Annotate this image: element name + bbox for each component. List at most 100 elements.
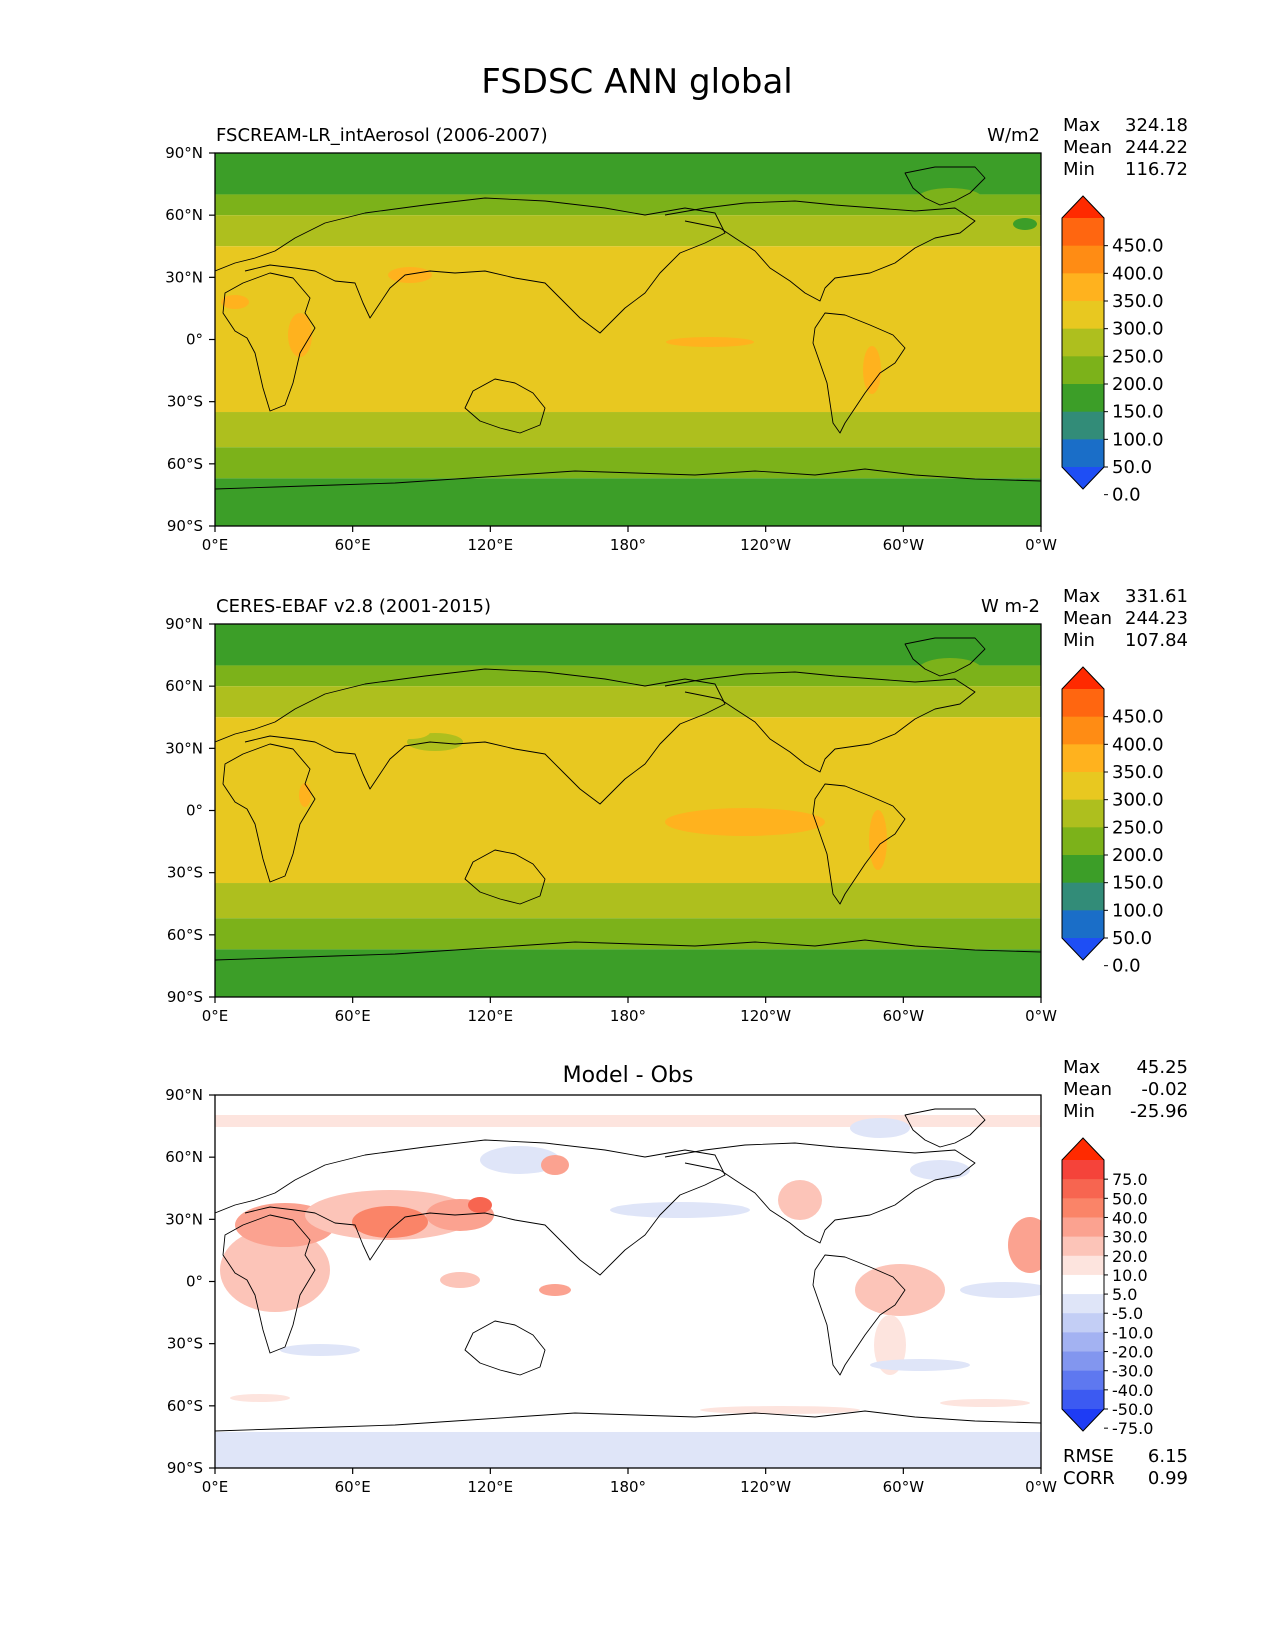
field-patch (468, 1197, 492, 1213)
field-patch (541, 1155, 569, 1175)
field-band (215, 412, 1041, 448)
lat-tick-label: 90°S (167, 517, 203, 535)
field-patch (230, 1394, 290, 1402)
stat-label: Max (1063, 1057, 1101, 1078)
colorbar-segment (1062, 1217, 1104, 1238)
lon-tick-label: 120°W (740, 1007, 791, 1025)
stat-label: Mean (1063, 137, 1112, 158)
field-patch (388, 267, 432, 283)
colorbar-label: -50.0 (1112, 1400, 1153, 1419)
map-field (215, 624, 1041, 997)
stat-label: Mean (1063, 1079, 1112, 1100)
colorbar-extend-bottom (1062, 1409, 1104, 1431)
stat-value: -25.96 (1130, 1101, 1188, 1122)
stat-value: 0.99 (1148, 1468, 1188, 1489)
colorbar-label: 150.0 (1112, 873, 1164, 894)
colorbar-label: 250.0 (1112, 346, 1164, 367)
field-patch (918, 188, 982, 208)
lon-tick-label: 120°W (740, 1478, 791, 1496)
colorbar-segment (1062, 1179, 1104, 1199)
lon-tick-label: 180° (610, 536, 646, 554)
field-patch (280, 1344, 360, 1356)
colorbar-segment (1062, 1370, 1104, 1391)
colorbar-segment (1062, 1294, 1104, 1314)
colorbar-label: 75.0 (1112, 1170, 1148, 1189)
lon-tick-label: 0°W (1025, 1007, 1057, 1025)
panel-title-center: Model - Obs (563, 1063, 694, 1088)
colorbar-segment (1062, 384, 1104, 413)
colorbar-segment (1062, 744, 1104, 773)
field-patch (940, 1399, 1030, 1407)
lat-tick-label: 90°N (165, 615, 203, 633)
coastline (222, 1214, 316, 1354)
lon-tick-label: 0°W (1025, 1478, 1057, 1496)
lat-tick-label: 0° (186, 802, 203, 820)
colorbar-segment (1062, 1160, 1104, 1180)
colorbar-extend-bottom (1062, 938, 1104, 960)
colorbar-label: 100.0 (1112, 900, 1164, 921)
coastline (215, 939, 1041, 961)
panel-title-left: CERES-EBAF v2.8 (2001-2015) (216, 596, 491, 617)
colorbar-label: 300.0 (1112, 790, 1164, 811)
colorbar-segment (1062, 1236, 1104, 1257)
colorbar-label: 400.0 (1112, 263, 1164, 284)
lon-tick-label: 180° (610, 1478, 646, 1496)
panel-ref: CERES-EBAF v2.8 (2001-2015) W m-2 90°N 60… (165, 586, 1188, 1025)
colorbar-label: -40.0 (1112, 1381, 1153, 1400)
colorbar-extend-top (1062, 667, 1104, 689)
colorbar-label: 100.0 (1112, 429, 1164, 450)
lat-tick-label: 60°S (167, 1397, 203, 1415)
field-patch (352, 1206, 428, 1238)
lat-tick-label: 60°S (167, 455, 203, 473)
lat-tick-label: 90°N (165, 144, 203, 162)
lat-tick-label: 30°S (167, 864, 203, 882)
lat-tick-label: 30°S (167, 1335, 203, 1353)
coastlines (215, 637, 1041, 961)
lat-tick-label: 30°S (167, 393, 203, 411)
lat-tick-label: 60°N (165, 677, 203, 695)
field-patch (700, 1406, 860, 1414)
coastline (664, 200, 976, 302)
colorbar-label: 40.0 (1112, 1208, 1148, 1227)
map-field (215, 1095, 1041, 1468)
field-patch (480, 1146, 560, 1174)
stat-label: Max (1063, 115, 1101, 136)
field-band (215, 447, 1041, 479)
panel-units: W/m2 (987, 125, 1040, 146)
colorbar-segment (1062, 910, 1104, 939)
lat-tick-label: 60°N (165, 206, 203, 224)
colorbar-label: 450.0 (1112, 236, 1164, 257)
colorbar-segment (1062, 356, 1104, 385)
field-patch (869, 810, 887, 870)
colorbar-label: 450.0 (1112, 707, 1164, 728)
colorbar-label: 30.0 (1112, 1228, 1148, 1247)
stat-value: 244.23 (1125, 608, 1188, 629)
field-patch (863, 346, 881, 394)
lat-tick-label: 0° (186, 1273, 203, 1291)
stat-label: Min (1063, 630, 1095, 651)
colorbar-label: -30.0 (1112, 1362, 1153, 1381)
lon-tick-label: 180° (610, 1007, 646, 1025)
colorbar-segment (1062, 411, 1104, 440)
colorbar: 75.050.040.030.020.010.05.0-5.0-10.0-20.… (1061, 1137, 1153, 1438)
field-band (215, 153, 1041, 195)
lon-tick-label: 60°W (883, 1478, 925, 1496)
stat-value: 116.72 (1125, 159, 1188, 180)
lat-tick-label: 90°N (165, 1086, 203, 1104)
field-patch (870, 1359, 970, 1371)
colorbar-segment (1062, 218, 1104, 247)
lon-tick-label: 60°W (883, 1007, 925, 1025)
field-patch (960, 1282, 1041, 1298)
panel-diff: Model - Obs 90°N60°N30°N0°30°S60°S90°S0°… (165, 1057, 1188, 1496)
stat-label: Max (1063, 586, 1101, 607)
colorbar-segment (1062, 1389, 1104, 1410)
colorbar-label: -20.0 (1112, 1343, 1153, 1362)
coastlines (215, 166, 1041, 490)
lon-tick-label: 0°E (202, 1007, 229, 1025)
coastline (464, 378, 546, 434)
lat-tick-label: 30°N (165, 739, 203, 757)
map-field (215, 153, 1041, 526)
field-band (215, 246, 1041, 413)
colorbar-segment (1062, 301, 1104, 330)
